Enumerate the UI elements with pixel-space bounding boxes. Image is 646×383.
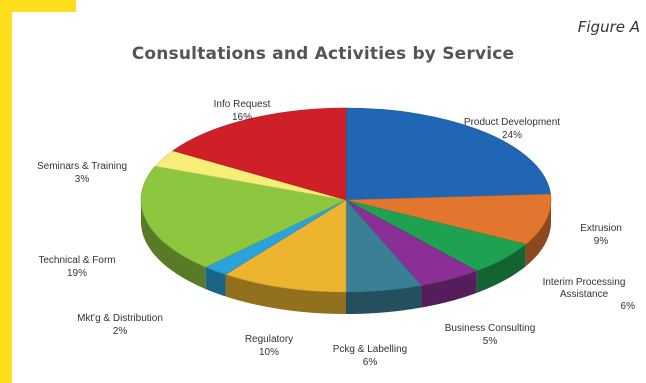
pie-side-5 xyxy=(225,274,346,314)
slice-value-0: 24% xyxy=(502,130,522,141)
pie-side-6 xyxy=(205,267,226,297)
pie-side-4 xyxy=(346,285,422,314)
pie-side-2 xyxy=(476,244,526,293)
slice-value-1: 9% xyxy=(594,236,609,247)
pie-slice-5 xyxy=(224,199,347,293)
pie-labels: Product Development 24% Extrusion 9% Interim… xyxy=(37,99,635,368)
slice-value-2: 6% xyxy=(621,301,636,312)
slice-label-9: Info Request xyxy=(214,99,271,110)
pie-slice-9 xyxy=(172,107,347,201)
top-accent-bar xyxy=(0,0,76,12)
pie-side-1 xyxy=(525,200,551,267)
pie-side-7 xyxy=(141,200,206,290)
slice-value-8: 3% xyxy=(75,174,90,185)
slice-value-5: 10% xyxy=(259,347,279,358)
slice-label-5: Regulatory xyxy=(245,334,293,345)
slice-label-2: Interim Processing Assistance xyxy=(543,277,626,300)
slice-label-1: Extrusion xyxy=(580,223,622,234)
slice-label-7: Technical & Form xyxy=(38,255,115,266)
pie-side-3 xyxy=(421,270,477,308)
left-accent-bar xyxy=(0,0,12,383)
pie-side-walls xyxy=(141,200,551,314)
pie-slice-7 xyxy=(140,165,347,268)
slice-value-7: 19% xyxy=(67,268,87,279)
slice-label-0: Product Development xyxy=(464,117,560,128)
slice-value-4: 6% xyxy=(363,357,378,368)
slice-label-4: Pckg & Labelling xyxy=(333,344,408,355)
pie-slice-1 xyxy=(345,193,552,245)
slice-label-3: Business Consulting xyxy=(445,323,536,334)
figure-label: Figure A xyxy=(577,18,640,36)
slice-label-6: Mkt'g & Distribution xyxy=(77,313,163,324)
pie-slices xyxy=(140,107,552,293)
slice-value-9: 16% xyxy=(232,112,252,123)
slice-value-6: 2% xyxy=(113,326,128,337)
pie-slice-0 xyxy=(345,107,551,201)
slice-label-8: Seminars & Training xyxy=(37,161,127,172)
slice-value-3: 5% xyxy=(483,336,498,347)
chart-title: Consultations and Activities by Service xyxy=(131,44,515,64)
